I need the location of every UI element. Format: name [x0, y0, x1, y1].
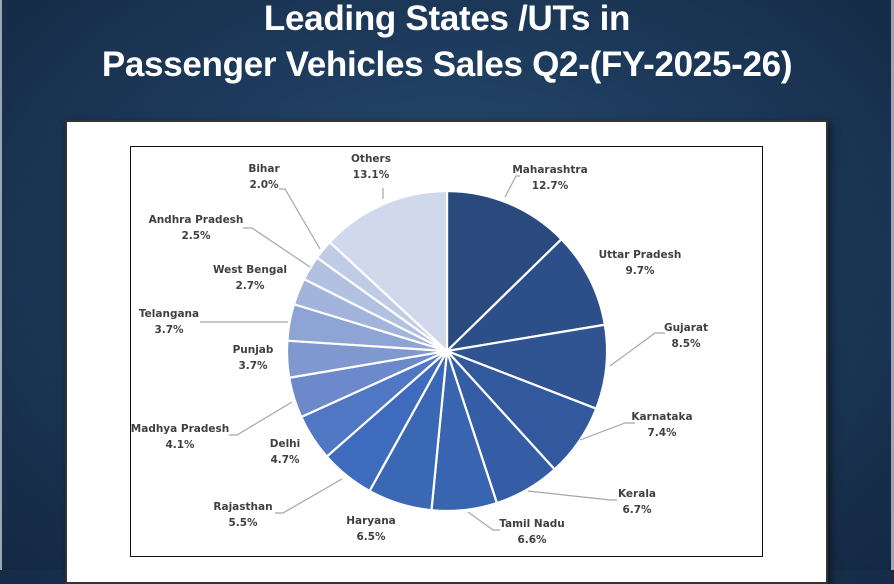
data-label-name: West Bengal	[213, 264, 287, 276]
data-label-value: 8.5%	[671, 338, 701, 350]
data-label-name: Kerala	[618, 488, 656, 500]
pie-slice-maharashtra	[445, 189, 563, 353]
data-label-name: Haryana	[346, 515, 396, 527]
leader-line	[467, 511, 500, 531]
data-label-value: 6.5%	[356, 531, 386, 543]
data-label-value: 2.5%	[181, 230, 211, 242]
title-line-2: Passenger Vehicles Sales Q2-(FY-2025-26)	[101, 45, 793, 84]
leader-line	[243, 227, 311, 268]
pie-slice-uttar-pradesh	[445, 238, 606, 353]
leader-line	[527, 490, 617, 501]
leader-line	[275, 478, 343, 514]
pie-slices	[285, 189, 609, 513]
data-label-value: 13.1%	[353, 169, 390, 181]
data-label-name: Madhya Pradesh	[131, 423, 229, 435]
data-label-value: 6.6%	[517, 534, 547, 546]
leader-line	[579, 422, 635, 441]
pie-chart: Maharashtra 12.7% Uttar Pradesh 9.7% Gujarat…	[131, 153, 708, 546]
page-title: Leading States /UTs in Passenger Vehicle…	[0, 0, 894, 88]
data-label-value: 3.7%	[238, 360, 268, 372]
data-label-name: Gujarat	[664, 322, 708, 334]
data-label-name: Andhra Pradesh	[149, 214, 244, 226]
leader-line	[609, 332, 665, 367]
pie-slice-gujarat	[445, 323, 609, 410]
data-label-name: Karnataka	[631, 411, 692, 423]
data-label-name: Tamil Nadu	[499, 518, 565, 530]
data-label-value: 2.7%	[235, 280, 265, 292]
data-labels: Maharashtra 12.7% Uttar Pradesh 9.7% Gujarat…	[131, 153, 708, 546]
leader-line	[279, 188, 321, 250]
data-label-value: 4.1%	[165, 439, 195, 451]
leader-line	[504, 175, 520, 198]
leader-lines	[200, 175, 665, 531]
data-label-value: 5.5%	[228, 517, 258, 529]
data-label-value: 2.0%	[249, 179, 279, 191]
title-line-1: Leading States /UTs in	[263, 0, 631, 38]
data-label-name: Delhi	[270, 438, 301, 450]
window-edge-right	[891, 0, 894, 570]
data-label-value: 9.7%	[625, 265, 655, 277]
data-label-value: 3.7%	[154, 324, 184, 336]
data-label-value: 7.4%	[647, 427, 677, 439]
window-edge-left	[0, 0, 2, 570]
data-label-name: Rajasthan	[213, 501, 272, 513]
data-label-name: Telangana	[139, 308, 199, 320]
pie-slice-others	[328, 189, 449, 353]
data-label-value: 4.7%	[270, 454, 300, 466]
data-label-value: 6.7%	[622, 504, 652, 516]
data-label-name: Others	[351, 153, 391, 165]
data-label-name: Uttar Pradesh	[599, 249, 682, 261]
data-label-value: 12.7%	[532, 180, 569, 192]
data-label-name: Bihar	[248, 163, 280, 175]
data-label-name: Maharashtra	[512, 164, 587, 176]
data-label-name: Punjab	[233, 344, 274, 356]
leader-line	[229, 401, 293, 436]
